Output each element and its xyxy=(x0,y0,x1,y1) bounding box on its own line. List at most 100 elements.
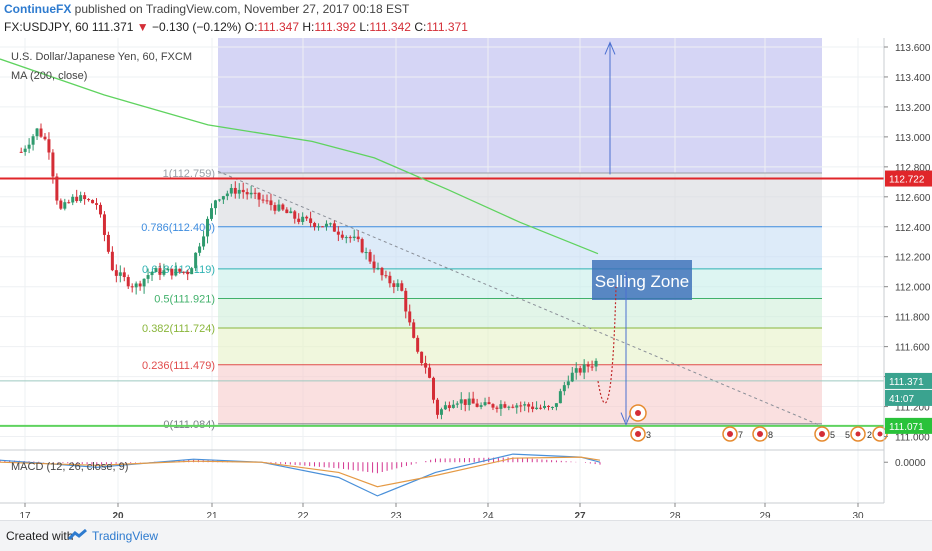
candle-body xyxy=(487,402,491,405)
candle-body xyxy=(380,267,384,276)
candle-body xyxy=(182,271,186,273)
candle-body xyxy=(467,398,471,405)
candle-body xyxy=(269,200,273,206)
time-tick-label: 27 xyxy=(574,511,586,518)
chart-area[interactable]: 1(112.759)0.786(112.400)0.618(112.119)0.… xyxy=(0,38,932,518)
candle-body xyxy=(35,128,39,137)
candle-body xyxy=(495,407,499,409)
candle-body xyxy=(102,214,106,235)
candle-body xyxy=(150,271,154,276)
candle-body xyxy=(574,368,578,373)
event-count: 5 xyxy=(830,430,835,440)
candle-body xyxy=(91,199,95,204)
candle-body xyxy=(253,192,257,194)
candle-body xyxy=(217,199,221,201)
candle-body xyxy=(463,399,467,405)
candle-body xyxy=(491,404,495,408)
time-tick-label: 24 xyxy=(482,511,494,518)
candle-body xyxy=(95,203,99,205)
macd-signal-line xyxy=(0,456,601,488)
candle-body xyxy=(336,231,340,235)
candle-body xyxy=(178,268,182,272)
candle-body xyxy=(110,251,114,271)
event-count: 3 xyxy=(646,430,651,440)
event-dot xyxy=(635,431,641,437)
candle-body xyxy=(277,204,281,211)
price-tick-label: 113.200 xyxy=(895,103,931,114)
high-value: 111.392 xyxy=(314,20,356,34)
candle-body xyxy=(257,192,261,200)
candle-body xyxy=(432,377,436,400)
event-count: 7 xyxy=(738,430,743,440)
price-tick-label: 111.200 xyxy=(895,403,930,414)
candle-body xyxy=(519,405,523,407)
price-tick-label: 112.800 xyxy=(895,163,931,174)
last-price-tag-bg xyxy=(885,372,932,389)
candle-body xyxy=(554,403,558,407)
candle-body xyxy=(396,283,400,287)
chart-title: U.S. Dollar/Japanese Yen, 60, FXCM xyxy=(11,51,192,63)
price-tick-label: 111.600 xyxy=(895,343,930,354)
candle-body xyxy=(356,236,360,240)
price-tick-label: 112.600 xyxy=(895,193,931,204)
candle-body xyxy=(209,208,213,219)
candle-body xyxy=(420,351,424,364)
candle-body xyxy=(75,196,79,202)
candle-body xyxy=(305,216,309,219)
last-price: 111.371 xyxy=(91,20,134,34)
candle-body xyxy=(412,322,416,338)
support-price-tag: 111.071 xyxy=(889,422,924,433)
candle-body xyxy=(174,268,178,276)
candle-body xyxy=(503,404,507,408)
candle-body xyxy=(142,278,146,287)
selling-zone-label: Selling Zone xyxy=(595,272,690,291)
macd-legend: MACD (12, 26, close, 9) xyxy=(11,461,128,473)
fib-band xyxy=(218,298,822,329)
resistance-price-tag: 112.722 xyxy=(889,175,925,186)
candle-body xyxy=(578,368,582,373)
event-dot xyxy=(819,431,825,437)
close-value: 111.371 xyxy=(426,20,468,34)
candle-body xyxy=(122,272,126,278)
candle-body xyxy=(170,268,174,276)
candle-body xyxy=(39,128,43,137)
target-zone-box xyxy=(218,38,822,173)
candle-body xyxy=(31,136,35,145)
candle-body xyxy=(146,275,150,279)
tradingview-link[interactable]: TradingView xyxy=(92,529,159,543)
candle-body xyxy=(543,405,547,408)
candle-body xyxy=(340,234,344,238)
candle-body xyxy=(19,151,23,153)
candle-body xyxy=(428,367,432,378)
candle-body xyxy=(499,404,503,409)
candle-body xyxy=(126,277,130,287)
candle-body xyxy=(320,226,324,228)
candle-body xyxy=(55,176,59,201)
fib-band xyxy=(218,364,822,424)
candle-body xyxy=(118,272,122,276)
candle-body xyxy=(376,267,380,269)
symbol-label: FX:USDJPY, 60 xyxy=(4,20,89,34)
time-tick-label: 28 xyxy=(669,511,681,518)
candle-body xyxy=(539,407,543,409)
author-name[interactable]: ContinueFX xyxy=(4,2,72,16)
fib-label-1: 1(112.759) xyxy=(163,168,215,180)
tradingview-logo-icon[interactable] xyxy=(68,528,88,542)
publish-info: published on TradingView.com, November 2… xyxy=(71,2,410,16)
candle-body xyxy=(198,246,202,253)
candle-body xyxy=(471,398,475,404)
event-count: 8 xyxy=(768,430,773,440)
ma200-line xyxy=(0,58,599,255)
candle-body xyxy=(154,268,158,272)
event-dot xyxy=(855,431,861,437)
resistance-price-tag-bg xyxy=(885,170,932,187)
candle-body xyxy=(408,311,412,323)
event-count: 2 xyxy=(867,430,872,440)
fib-band xyxy=(218,226,822,269)
time-tick-label: 30 xyxy=(852,511,864,518)
fib-band xyxy=(218,328,822,365)
candle-body xyxy=(523,404,527,406)
price-tick-label: 113.400 xyxy=(895,73,931,84)
candle-body xyxy=(221,196,225,200)
time-tick-label: 17 xyxy=(19,511,31,518)
